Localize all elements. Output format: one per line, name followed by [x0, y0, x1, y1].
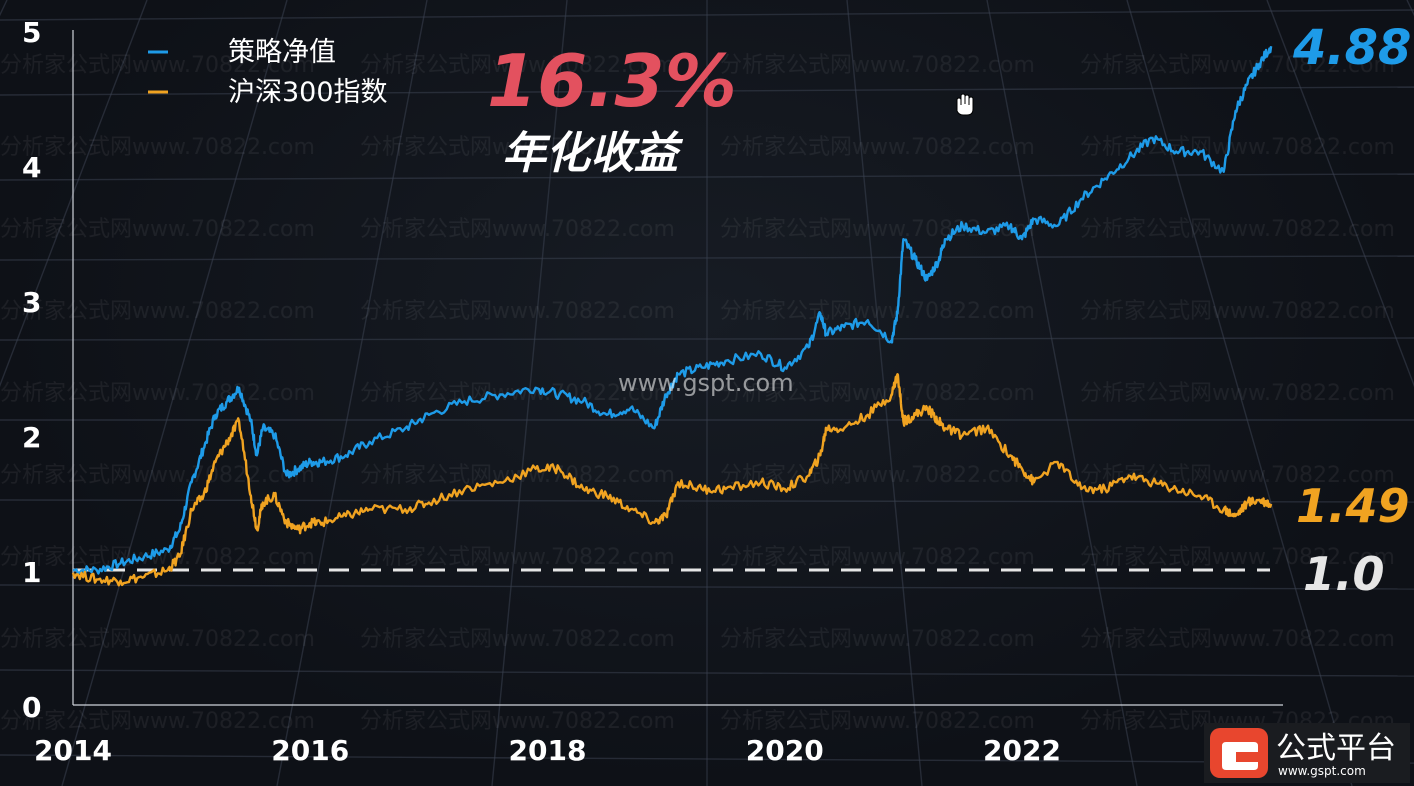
y-tick-label: 1 [22, 556, 41, 589]
x-tick-label: 2020 [746, 734, 824, 767]
watermark-text: 分析家公式网www.70822.com [360, 299, 675, 324]
y-tick-label: 4 [22, 151, 41, 184]
headline-caption: 年化收益 [502, 128, 684, 179]
watermark-text: 分析家公式网www.70822.com [1080, 53, 1395, 78]
legend-label-index: 沪深300指数 [228, 77, 388, 108]
watermark-text: 分析家公式网www.70822.com [1080, 627, 1395, 652]
grid-line-vertical [1266, 0, 1414, 388]
end-label-index: 1.49 [1296, 479, 1410, 533]
watermark-text: 分析家公式网www.70822.com [0, 217, 315, 242]
hand-cursor-icon [956, 93, 974, 116]
brand-logo-glyph [1222, 742, 1258, 770]
brand-name: 公式平台 [1276, 731, 1396, 766]
grid-line-vertical [1406, 0, 1414, 17]
grid-line-vertical [0, 0, 148, 388]
watermark-text: 分析家公式网www.70822.com [0, 135, 315, 160]
y-tick-label: 5 [22, 16, 41, 49]
brand-logo-icon [1210, 728, 1268, 778]
watermark-text: 分析家公式网www.70822.com [720, 709, 1035, 734]
grid-line-vertical [1126, 0, 1353, 786]
watermark-text: 分析家公式网www.70822.com [0, 53, 315, 78]
x-tick-label: 2018 [509, 734, 587, 767]
watermark-text: 分析家公式网www.70822.com [720, 299, 1035, 324]
watermark-text: 分析家公式网www.70822.com [720, 545, 1035, 570]
grid-line-vertical [276, 0, 428, 786]
x-tick-labels: 2014 2016 2018 2020 2022 [34, 734, 1061, 767]
brand-url: www.gspt.com [1278, 764, 1366, 778]
watermark-text: 分析家公式网www.70822.com [0, 463, 315, 488]
headline-value: 16.3% [487, 39, 737, 123]
grid-line-vertical [846, 0, 923, 786]
watermark-text: 分析家公式网www.70822.com [0, 381, 315, 406]
watermark-text: 分析家公式网www.70822.com [720, 53, 1035, 78]
watermark-text: 分析家公式网www.70822.com [0, 545, 315, 570]
watermark-text: 分析家公式网www.70822.com [1080, 299, 1395, 324]
grid-line-vertical [986, 0, 1138, 786]
x-tick-label: 2022 [983, 734, 1061, 767]
watermark-text: 分析家公式网www.70822.com [360, 53, 675, 78]
x-tick-label: 2016 [271, 734, 349, 767]
series-layer [71, 46, 1273, 587]
watermark-text: 分析家公式网www.70822.com [720, 627, 1035, 652]
watermark-text: 分析家公式网www.70822.com [1080, 135, 1395, 160]
y-tick-label: 0 [22, 691, 41, 724]
watermark-text: 分析家公式网www.70822.com [720, 135, 1035, 160]
series-line-index [71, 373, 1273, 587]
x-tick-label: 2014 [34, 734, 112, 767]
center-watermark: www.gspt.com [618, 369, 794, 397]
y-tick-labels: 0 1 2 3 4 5 [22, 16, 41, 724]
watermark-text: 分析家公式网www.70822.com [0, 627, 315, 652]
watermark-text: 分析家公式网www.70822.com [1080, 217, 1395, 242]
grid-line-vertical [61, 0, 288, 786]
end-label-strategy: 4.88 [1292, 20, 1411, 76]
watermark-text: 分析家公式网www.70822.com [1080, 545, 1395, 570]
watermark-text: 分析家公式网www.70822.com [360, 709, 675, 734]
watermark-text: 分析家公式网www.70822.com [360, 545, 675, 570]
watermark-text: 分析家公式网www.70822.com [720, 463, 1035, 488]
watermark-text: 分析家公式网www.70822.com [0, 709, 315, 734]
end-label-baseline: 1.0 [1303, 547, 1385, 601]
series-line-strategy [72, 46, 1273, 576]
y-tick-label: 3 [22, 286, 41, 319]
y-tick-label: 2 [22, 421, 41, 454]
watermark-text: 分析家公式网www.70822.com [360, 217, 675, 242]
brand-badge: 公式平台 www.gspt.com [1204, 723, 1410, 783]
watermark-text: 分析家公式网www.70822.com [360, 381, 675, 406]
watermark-text: 分析家公式网www.70822.com [0, 299, 315, 324]
watermark-text: 分析家公式网www.70822.com [360, 135, 675, 160]
watermark-layer: 分析家公式网www.70822.com 分析家公式网www.70822.com 分析… [0, 53, 1395, 734]
legend: 策略净值 沪深300指数 [148, 37, 388, 108]
watermark-text: 分析家公式网www.70822.com [1080, 381, 1395, 406]
legend-label-strategy: 策略净值 [228, 37, 336, 68]
end-labels: 4.88 1.49 1.0 [1292, 20, 1411, 601]
watermark-text: 分析家公式网www.70822.com [720, 217, 1035, 242]
watermark-text: 分析家公式网www.70822.com [360, 627, 675, 652]
